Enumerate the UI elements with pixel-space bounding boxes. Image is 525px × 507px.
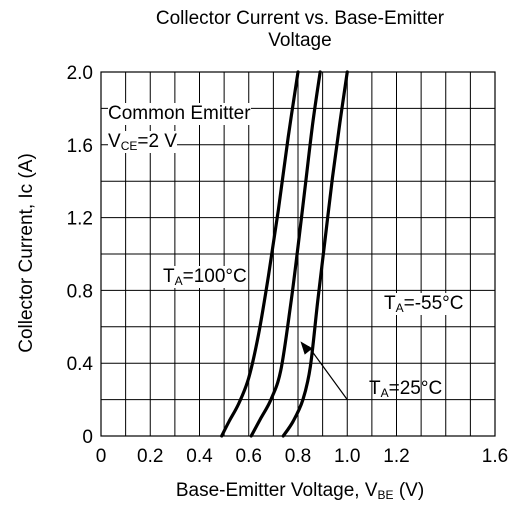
series-label-100c: TA=100°C [163,266,247,288]
series-label-25c-main: T [369,378,381,399]
grid-lines [101,72,495,436]
series-label-25c-sub: A [380,386,389,400]
x-tick-label: 1.0 [334,446,360,467]
x-axis-label-main: Base-Emitter Voltage, V [175,480,378,501]
vce-label: VCE=2 V [108,131,177,153]
y-tick-label: 1.6 [67,136,93,157]
series-label-minus55c: TA=-55°C [384,293,464,315]
y-axis-label: Collector Current, Ic (A) [16,153,37,353]
series-label-minus55c-sub: A [395,301,404,315]
series-label-minus55c-main: T [384,293,396,314]
vce-label-sub: CE [120,139,138,153]
series-label-100c-rest: =100°C [182,266,247,287]
x-tick-label: 0.6 [236,446,262,467]
vce-label-rest: =2 V [137,131,177,152]
x-tick-label: 0 [96,446,107,467]
y-tick-label: 0.4 [67,354,94,375]
series-label-minus55c-rest: =-55°C [403,293,464,314]
annotation-arrow-head [300,341,313,355]
x-axis-label: Base-Emitter Voltage, VBE (V) [100,480,500,502]
x-axis-label-sub: BE [377,488,394,502]
curve-group [220,70,349,438]
x-tick-label: 0.8 [285,446,311,467]
vce-label-main: V [108,131,121,152]
x-tick-label: 0.4 [186,446,213,467]
y-tick-label: 2.0 [67,63,93,84]
curve-ta-25c [249,70,322,438]
chart-title-line2: Voltage [268,30,332,51]
series-label-25c-rest: =25°C [388,378,443,399]
series-label-100c-main: T [163,266,175,287]
chart-title-line1: Collector Current vs. Base-Emitter [155,8,445,29]
x-tick-label: 1.2 [383,446,409,467]
y-tick-label: 0.8 [67,281,93,302]
y-tick-label: 1.2 [67,209,93,230]
curve-ta-100c [220,70,300,438]
common-emitter-label: Common Emitter [108,103,251,125]
series-label-25c: TA=25°C [369,378,442,400]
tick-labels: 0 0.2 0.4 0.6 0.8 1.0 1.2 1.6 0 0.4 0.8 1.2 1.6 2.0 [67,63,509,467]
x-tick-label: 1.6 [482,446,508,467]
annotation-arrow [300,341,348,400]
plot-frame [100,71,496,437]
y-tick-label: 0 [82,427,93,448]
curve-ta-minus55c [281,70,349,438]
annotation-arrow-line [307,346,348,400]
x-axis-label-unit: (V) [398,480,425,501]
x-tick-label: 0.2 [137,446,163,467]
series-label-100c-sub: A [174,274,183,288]
